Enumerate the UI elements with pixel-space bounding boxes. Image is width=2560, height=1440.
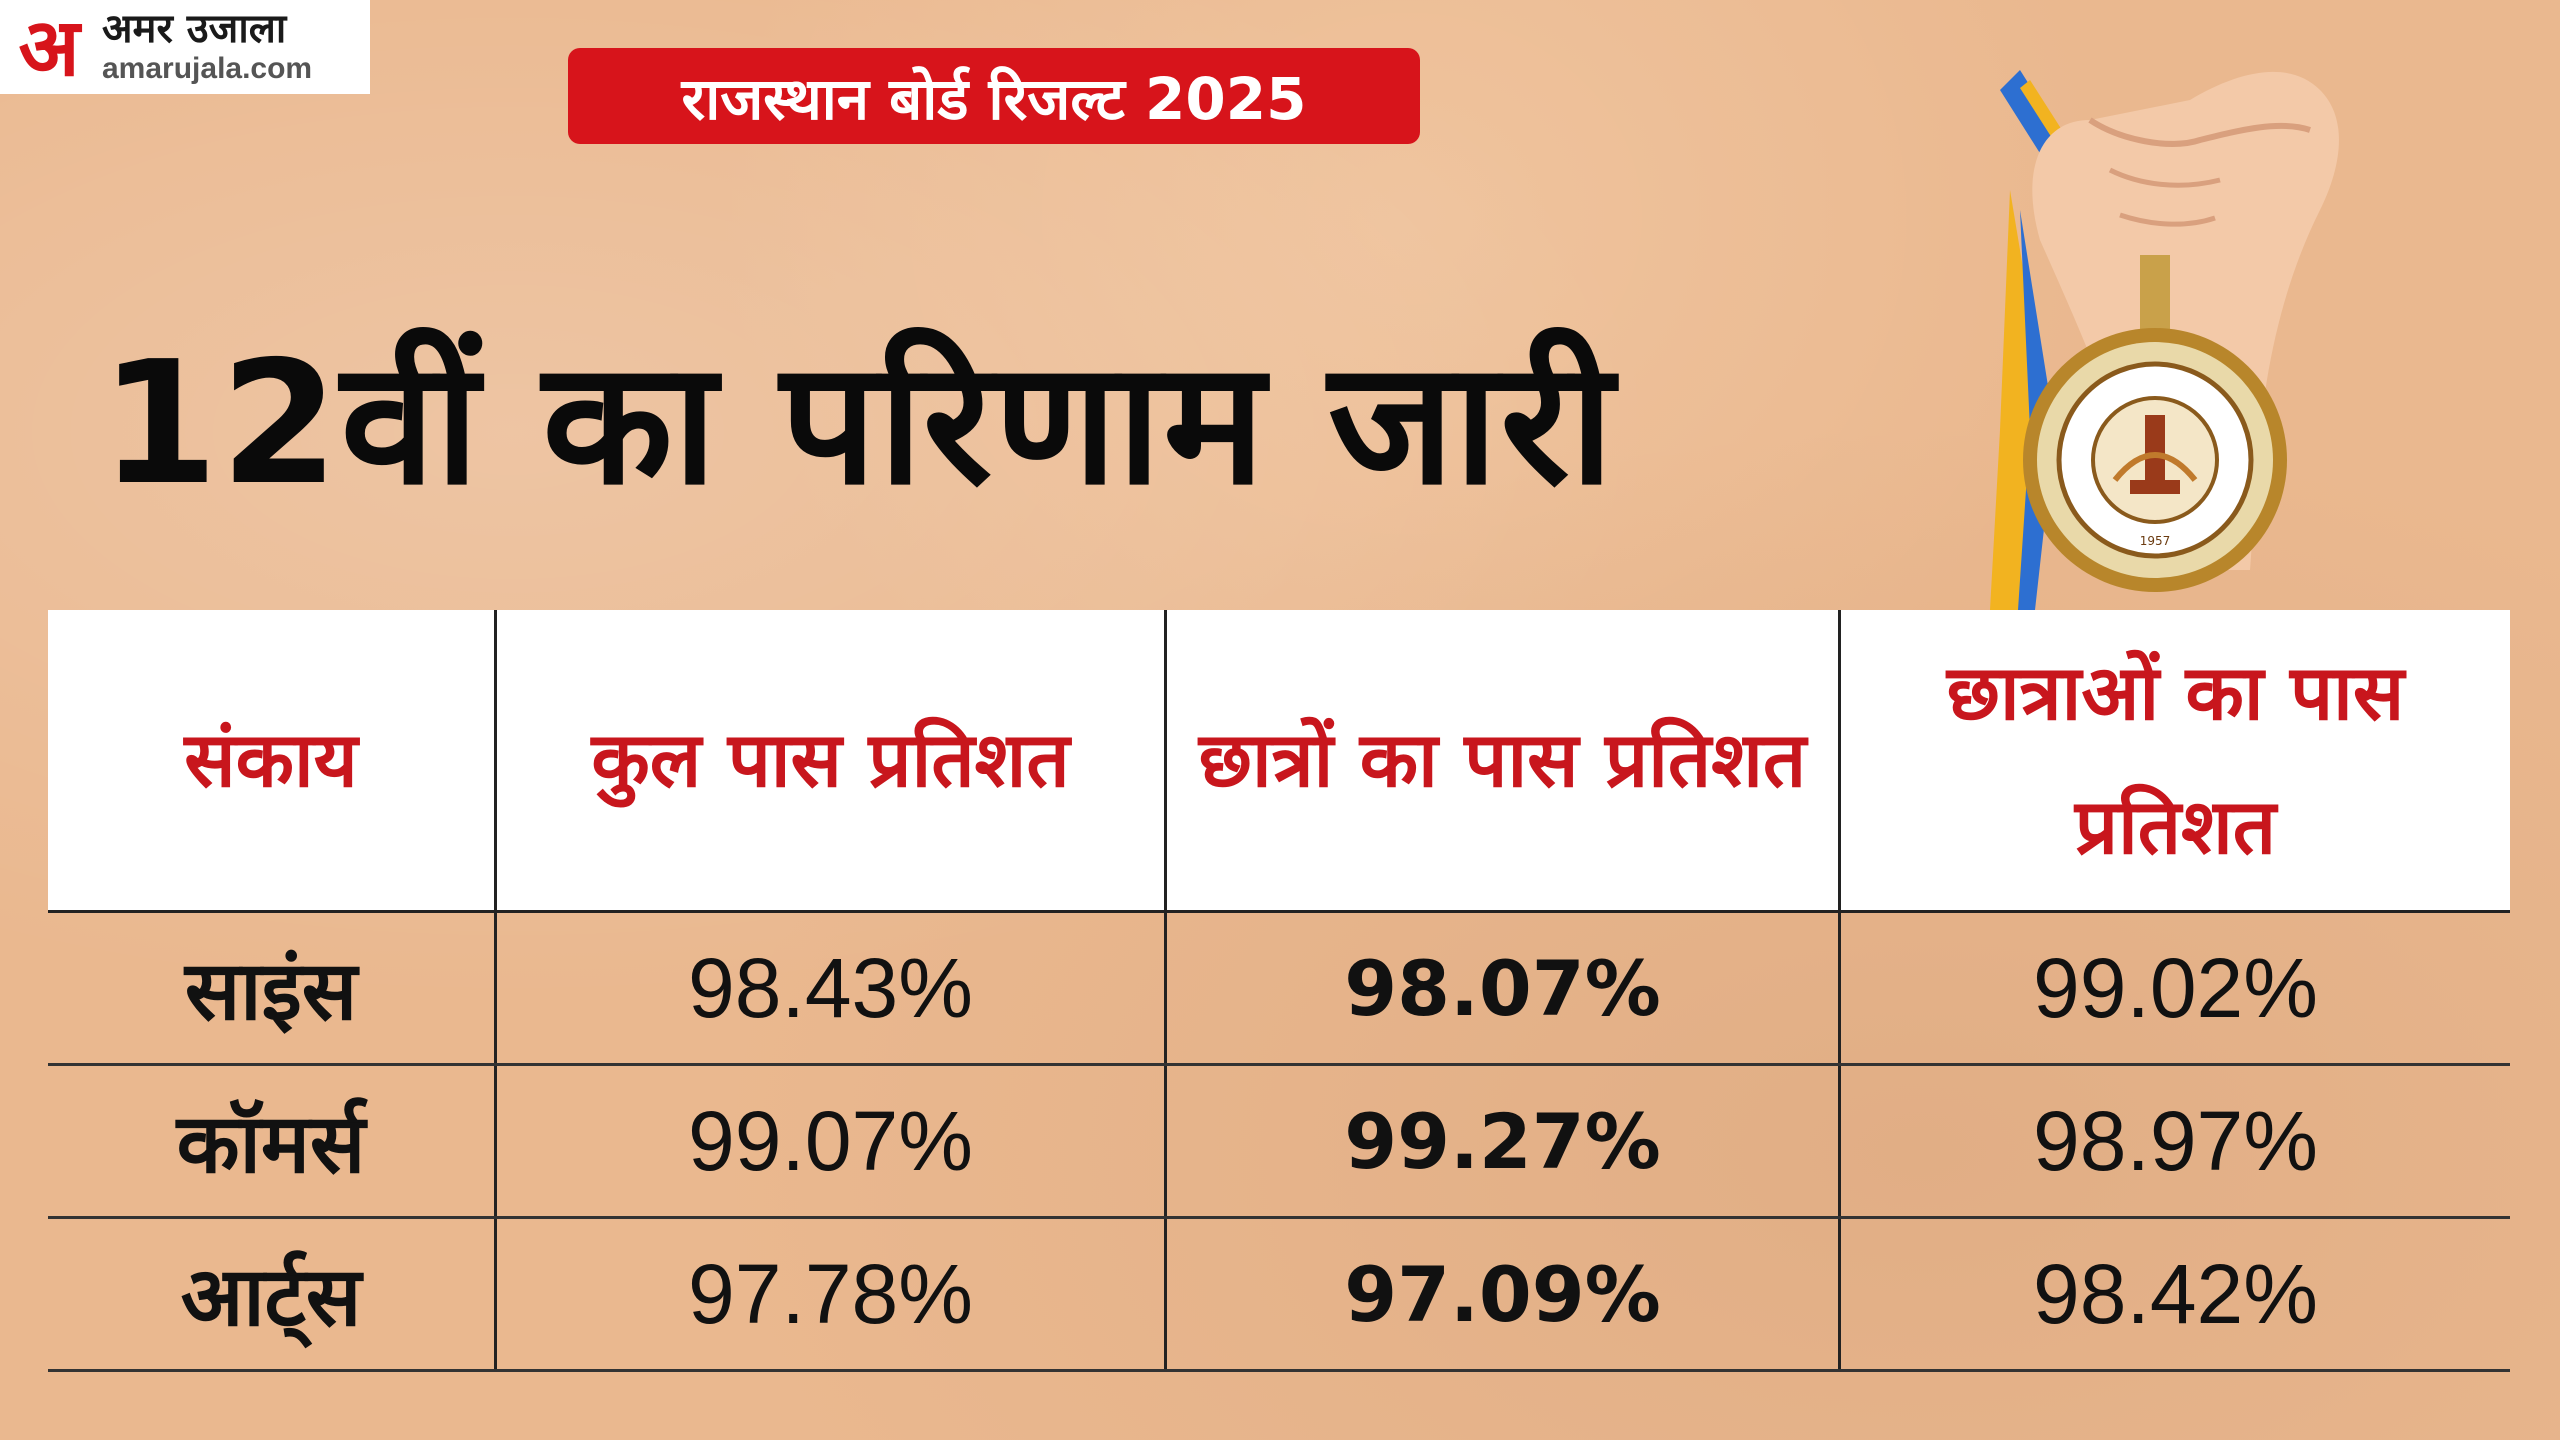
boys-pass-cell: 99.27% (1164, 1066, 1838, 1216)
header-boys-pass: छात्रों का पास प्रतिशत (1164, 610, 1838, 910)
total-pass-cell: 97.78% (494, 1219, 1164, 1369)
header-faculty: संकाय (184, 715, 358, 804)
total-pass-cell: 99.07% (494, 1066, 1164, 1216)
girls-pass-cell: 98.97% (1838, 1066, 2510, 1216)
boys-pass-cell: 97.09% (1164, 1219, 1838, 1369)
girls-pass-cell: 99.02% (1838, 913, 2510, 1063)
hand-holding-medal-icon: 1957 (1960, 10, 2400, 610)
logo-url: amarujala.com (102, 52, 313, 85)
faculty-cell: कॉमर्स (176, 1097, 366, 1192)
girls-pass-cell: 98.42% (1838, 1219, 2510, 1369)
logo-text: अमर उजाला amarujala.com (98, 7, 312, 87)
logo-mark-icon: अ (18, 0, 80, 94)
boys-pass-cell: 98.07% (1164, 913, 1838, 1063)
table-header-row: संकाय कुल पास प्रतिशत छात्रों का पास प्र… (48, 610, 2510, 913)
table-row: आर्ट्स 97.78% 97.09% 98.42% (48, 1219, 2510, 1372)
amar-ujala-logo[interactable]: अ अमर उजाला amarujala.com (0, 0, 370, 94)
svg-text:1957: 1957 (2140, 534, 2171, 548)
total-pass-cell: 98.43% (494, 913, 1164, 1063)
table-row: साइंस 98.43% 98.07% 99.02% (48, 913, 2510, 1066)
results-table: संकाय कुल पास प्रतिशत छात्रों का पास प्र… (48, 610, 2510, 1372)
result-banner: राजस्थान बोर्ड रिजल्ट 2025 (568, 48, 1420, 144)
headline: 12वीं का परिणाम जारी (100, 325, 1616, 523)
logo-hindi-name: अमर उजाला (102, 6, 287, 52)
faculty-cell: साइंस (184, 944, 358, 1039)
faculty-cell: आर्ट्स (180, 1250, 362, 1345)
header-total-pass: कुल पास प्रतिशत (494, 610, 1164, 910)
table-row: कॉमर्स 99.07% 99.27% 98.97% (48, 1066, 2510, 1219)
header-girls-pass: छात्राओं का पास प्रतिशत (1838, 610, 2510, 910)
